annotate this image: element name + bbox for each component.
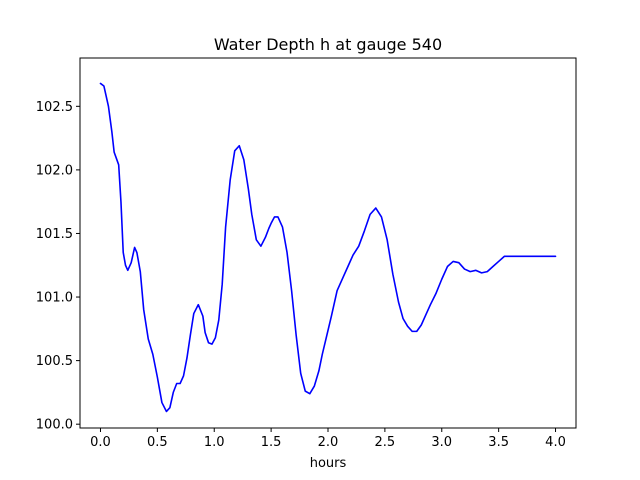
chart-title: Water Depth h at gauge 540 <box>214 35 442 54</box>
y-axis: 100.0 100.5 101.0 101.5 102.0 102.5 <box>36 100 80 433</box>
x-tick-label: 3.0 <box>431 435 452 450</box>
x-tick-label: 1.0 <box>204 435 225 450</box>
y-tick-label: 100.0 <box>36 418 73 433</box>
series-line-0 <box>99 82 557 413</box>
x-axis-label: hours <box>310 456 347 471</box>
x-tick-label: 2.5 <box>375 435 396 450</box>
y-tick-label: 101.0 <box>36 291 73 306</box>
plot-area <box>99 82 557 413</box>
x-axis: 0.0 0.5 1.0 1.5 2.0 2.5 3.0 3.5 4.0 <box>90 428 566 450</box>
y-tick-label: 102.0 <box>36 163 73 178</box>
x-tick-label: 0.0 <box>90 435 111 450</box>
y-tick-label: 102.5 <box>36 100 73 115</box>
x-tick-label: 1.5 <box>261 435 282 450</box>
x-tick-label: 2.0 <box>318 435 339 450</box>
x-tick-label: 0.5 <box>147 435 168 450</box>
y-tick-label: 101.5 <box>36 227 73 242</box>
x-tick-label: 4.0 <box>545 435 566 450</box>
x-tick-label: 3.5 <box>488 435 509 450</box>
y-tick-label: 100.5 <box>36 354 73 369</box>
